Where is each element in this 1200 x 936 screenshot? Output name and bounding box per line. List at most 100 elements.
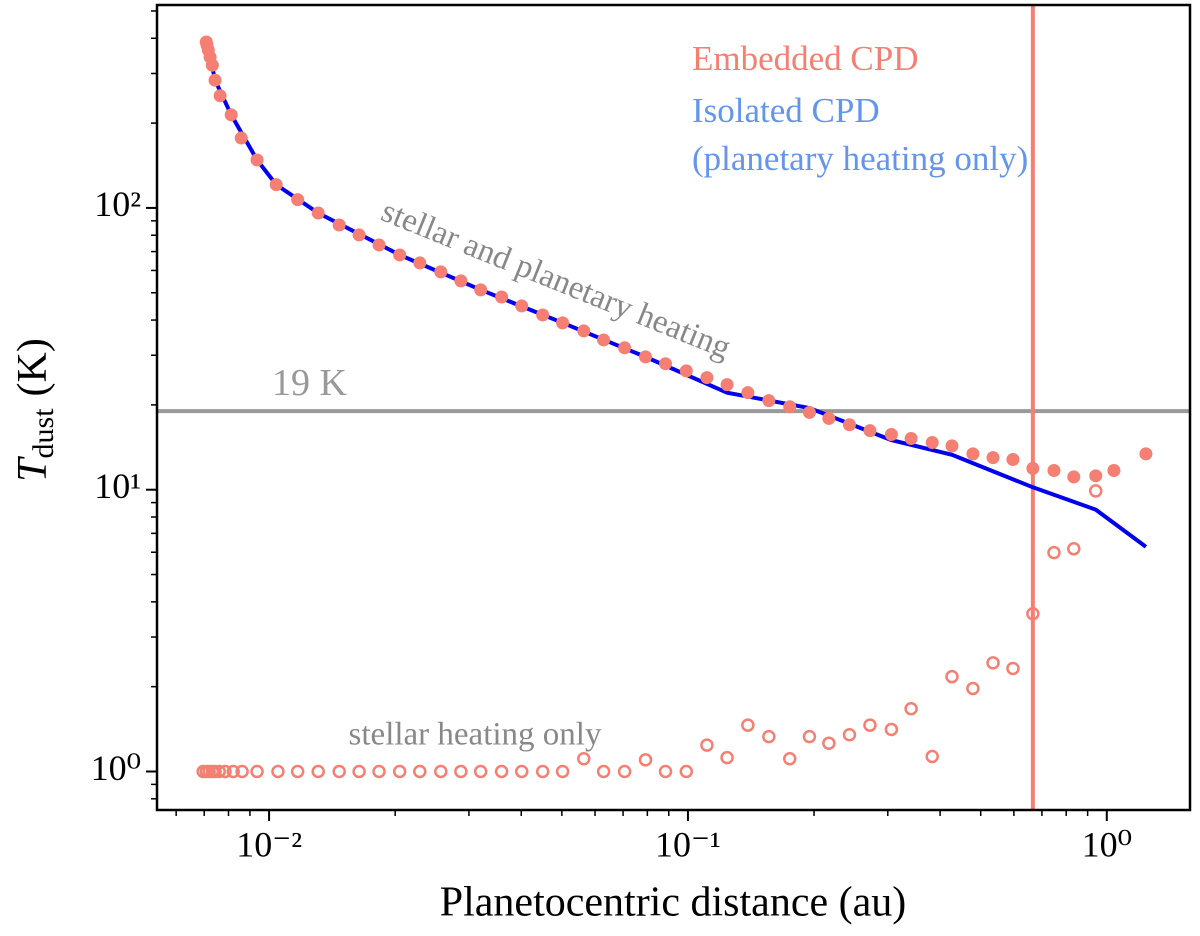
point	[205, 58, 219, 72]
open-point	[1088, 484, 1103, 498]
open-point	[638, 753, 653, 767]
point	[577, 324, 591, 338]
open-point	[1006, 661, 1020, 676]
open-point	[212, 764, 226, 779]
open-point	[226, 764, 240, 779]
open-point	[925, 749, 939, 764]
open-point	[473, 764, 488, 779]
h-reference-label: 19 K	[272, 362, 348, 404]
plot-frame	[155, 3, 1192, 812]
point	[250, 153, 264, 167]
open-point	[332, 764, 346, 779]
point	[802, 405, 816, 419]
open-point	[658, 764, 673, 779]
open-point	[945, 669, 959, 684]
open-point	[842, 728, 857, 742]
point	[474, 283, 488, 297]
point	[762, 394, 776, 408]
point	[720, 378, 734, 392]
open-point	[1067, 542, 1081, 556]
open-point	[413, 764, 427, 779]
open-point	[454, 764, 468, 779]
open-point	[250, 764, 264, 779]
point	[1047, 463, 1061, 477]
point	[495, 290, 509, 304]
point	[332, 218, 346, 232]
point	[1139, 447, 1153, 461]
point	[393, 248, 407, 262]
open-point	[235, 764, 249, 779]
open-point	[352, 764, 366, 779]
y-label-subscript: dust	[27, 408, 60, 459]
point	[372, 238, 386, 252]
point	[454, 274, 468, 288]
open-point	[741, 718, 755, 732]
open-point	[720, 750, 734, 765]
point	[311, 206, 325, 220]
annotation: stellar heating only	[349, 717, 602, 753]
y-tick-label: 10²	[94, 184, 141, 224]
point	[679, 364, 693, 378]
point	[1067, 470, 1081, 484]
legend-note: (planetary heating only)	[692, 139, 1028, 178]
point	[822, 411, 836, 425]
point	[291, 193, 305, 207]
open-point	[392, 764, 407, 779]
y-tick-label: 10¹	[94, 466, 141, 506]
y-label-unit: (K)	[10, 338, 56, 396]
point	[597, 333, 611, 347]
open-point	[514, 764, 529, 779]
open-point	[822, 736, 836, 750]
open-point	[434, 764, 448, 779]
point	[618, 341, 632, 355]
point	[536, 308, 550, 322]
point	[639, 350, 653, 364]
point	[434, 265, 448, 279]
point	[741, 386, 755, 400]
open-point	[218, 764, 232, 779]
open-point	[494, 764, 509, 779]
point	[904, 431, 918, 445]
open-point	[311, 764, 325, 779]
open-point	[1026, 606, 1040, 621]
point	[842, 418, 856, 432]
open-point	[986, 656, 1000, 670]
legend-label: Embedded CPD	[692, 39, 919, 78]
open-point	[596, 764, 611, 779]
open-point	[617, 764, 632, 779]
point	[783, 400, 797, 414]
point	[234, 131, 248, 145]
point	[986, 451, 1000, 465]
open-point	[863, 718, 877, 732]
point	[863, 424, 877, 438]
open-point	[372, 764, 386, 779]
open-point	[904, 701, 918, 716]
open-point	[577, 751, 591, 766]
y-tick-label: 10⁰	[91, 748, 141, 788]
open-point	[679, 764, 694, 779]
point	[1089, 469, 1103, 483]
x-tick-label: 10⁰	[1082, 824, 1132, 864]
point	[1107, 463, 1121, 477]
point	[884, 428, 898, 442]
point	[1026, 461, 1040, 475]
point	[213, 89, 227, 103]
point	[925, 436, 939, 450]
point	[1006, 452, 1020, 466]
point	[352, 228, 366, 242]
open-point	[802, 729, 817, 744]
point	[945, 439, 959, 453]
open-point	[555, 764, 570, 779]
point	[556, 316, 570, 330]
open-point	[884, 722, 899, 737]
point	[224, 108, 238, 122]
point	[700, 371, 714, 385]
open-point	[271, 764, 285, 779]
point	[269, 178, 283, 192]
y-label-symbol: T	[10, 456, 56, 482]
open-point	[290, 764, 305, 779]
open-point	[782, 751, 797, 766]
point	[208, 73, 222, 87]
